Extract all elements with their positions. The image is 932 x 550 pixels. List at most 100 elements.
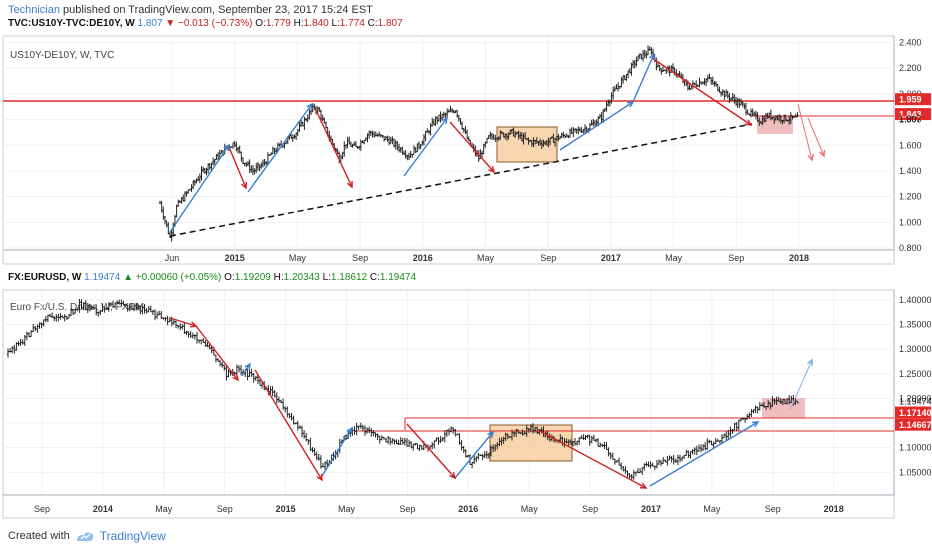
red-trend-arrows	[228, 57, 825, 189]
arrow-head	[807, 153, 814, 162]
x-tick-label: Jun	[165, 253, 180, 263]
trend-arrow-down	[254, 369, 323, 481]
price-label-badge	[895, 93, 931, 106]
trend-arrow-up	[632, 53, 655, 103]
arrow-head	[346, 426, 353, 435]
author-link[interactable]: Technician	[8, 4, 60, 16]
y-tick-labels: 2.4002.2002.0001.8001.6001.4001.2001.000…	[3, 38, 922, 253]
x-tick-label: 2014	[93, 504, 113, 514]
symbol-line-1: TVC:US10Y-TVC:DE10Y, W 1.807 ▼ −0.013 (−…	[8, 18, 403, 29]
y-tick-label: 1.35000	[899, 320, 932, 330]
trend-arrow-down	[537, 429, 647, 489]
x-tick-label: Sep	[765, 504, 781, 514]
created-with-label: Created with	[8, 530, 70, 542]
x-tick-label: May	[289, 253, 307, 263]
trend-arrow-up	[454, 431, 494, 479]
open-value: 1.19209	[234, 272, 271, 283]
arrow-head	[751, 421, 760, 428]
trend-arrow-up	[403, 117, 448, 177]
support-trendline	[169, 123, 753, 237]
low-value: 1.18612	[330, 272, 368, 283]
x-tick-label: Sep	[352, 253, 368, 263]
forecast-arrow	[807, 117, 825, 157]
x-tick-label: 2016	[413, 253, 433, 263]
last-value: 1.807	[137, 18, 163, 29]
x-tick-label: 2015	[225, 253, 245, 263]
x-tick-label: 2018	[789, 253, 809, 263]
trend-arrow-down	[314, 107, 353, 188]
trend-arrow-down	[449, 121, 495, 173]
price-label-text: 1.17140	[899, 408, 932, 418]
x-tick-label: 2018	[824, 504, 844, 514]
y-tick-label: 1.20000	[899, 393, 932, 403]
y-tick-label: 1.000	[899, 217, 922, 227]
arrow-head	[441, 116, 448, 125]
y-tick-label: 1.400	[899, 166, 922, 176]
eurusd-chart-panel[interactable]: Euro Fx/U.S. Dollar, W, FXCM Sep 2014 May S…	[2, 289, 932, 519]
publish-info: published on TradingView.com, September …	[63, 4, 373, 16]
arrow-head	[449, 472, 457, 480]
price-bars	[6, 298, 799, 482]
blue-trend-arrows	[169, 53, 655, 233]
x-tick-label: May	[703, 504, 721, 514]
trend-arrow-up	[321, 427, 353, 477]
forecast-arrow	[797, 103, 813, 161]
y-tick-labels: 1.400001.350001.300001.250001.200001.150…	[3, 295, 932, 477]
open-value: 1.779	[265, 18, 291, 29]
x-tick-label: Sep	[399, 504, 415, 514]
last-price-label: 1.19474	[899, 397, 932, 407]
trend-arrow-up	[649, 421, 759, 487]
arrow-head	[189, 321, 198, 328]
price-label-badge	[895, 406, 931, 419]
arrow-head	[241, 181, 248, 190]
y-tick-label: 0.800	[899, 243, 922, 253]
trend-arrow-up	[247, 103, 313, 193]
y-tick-label: 2.200	[899, 63, 922, 73]
last-price-label: 1.807	[899, 114, 922, 124]
arrow-heads	[189, 321, 813, 489]
arrow-head	[346, 180, 353, 189]
footer: Created with TradingView	[8, 529, 166, 543]
trend-arrow-down	[651, 57, 752, 126]
red-trend-arrows	[169, 317, 647, 489]
tradingview-logo-icon	[76, 532, 93, 541]
trend-arrow-up	[559, 101, 634, 151]
y-tick-label: 1.200	[899, 192, 922, 202]
arrow-heads	[223, 52, 826, 190]
arrow-head	[819, 149, 826, 158]
y-tick-label: 1.10000	[899, 443, 932, 453]
x-tick-label: Sep	[217, 504, 233, 514]
trend-arrow-down	[228, 146, 247, 189]
spread-chart-panel[interactable]: US10Y-DE10Y, W, TVC Jun 2015 May Sep 2016 May…	[2, 35, 931, 265]
y-tick-label: 1.600	[899, 140, 922, 150]
blue-trend-arrows	[241, 359, 813, 487]
x-tick-label: May	[665, 253, 683, 263]
price-bars	[158, 45, 799, 242]
x-tick-label: 2017	[601, 253, 621, 263]
x-tick-label: Sep	[728, 253, 744, 263]
arrow-head	[806, 358, 813, 367]
price-label-badge	[895, 108, 931, 121]
x-tick-label: Sep	[540, 253, 556, 263]
charts-canvas[interactable]: US10Y-DE10Y, W, TVC Jun 2015 May Sep 2016 May…	[0, 0, 932, 525]
low-value: 1.774	[339, 18, 365, 29]
trend-arrow-down	[406, 423, 456, 479]
trend-arrow-down	[169, 317, 197, 327]
tradingview-brand[interactable]: TradingView	[99, 529, 166, 543]
high-value: 1.840	[303, 18, 329, 29]
panel-frame	[2, 35, 895, 265]
y-tick-label: 1.05000	[899, 467, 932, 477]
chart-title: US10Y-DE10Y, W, TVC	[10, 50, 114, 61]
x-tick-label: May	[338, 504, 356, 514]
arrow-head	[244, 362, 251, 371]
y-tick-label: 1.40000	[899, 295, 932, 305]
change-value: ▲ +0.00060 (+0.05%)	[123, 272, 222, 283]
price-label-text: 1.843	[899, 110, 922, 120]
symbol-name: TVC:US10Y-TVC:DE10Y, W	[8, 18, 135, 29]
arrow-head	[639, 482, 648, 489]
x-tick-label: Sep	[34, 504, 50, 514]
x-tick-labels: Jun 2015 May Sep 2016 May Sep 2017 May Sep 2018	[165, 36, 809, 263]
symbol-line-2: FX:EURUSD, W 1.19474 ▲ +0.00060 (+0.05%)…	[8, 272, 417, 283]
y-tick-label: 1.30000	[899, 344, 932, 354]
change-value: ▼ −0.013 (−0.73%)	[165, 18, 253, 29]
